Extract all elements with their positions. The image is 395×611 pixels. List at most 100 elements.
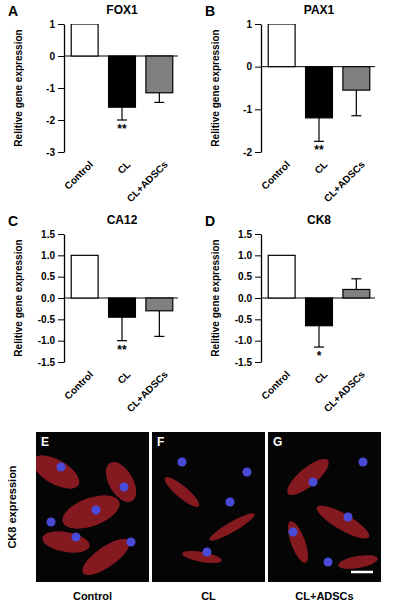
micrograph-content — [268, 432, 381, 582]
y-tick-label: -1 — [243, 104, 252, 115]
panel-letter: D — [205, 213, 215, 229]
y-tick-mark — [255, 298, 261, 299]
y-tick: -0.5 — [235, 314, 261, 325]
panel-letter: G — [273, 435, 282, 449]
bar — [146, 298, 173, 311]
bar — [306, 298, 333, 326]
nucleus — [324, 558, 333, 567]
error-cap — [351, 278, 361, 279]
y-tick-mark — [255, 362, 261, 363]
y-tick-mark — [58, 120, 64, 121]
y-tick-mark — [58, 234, 64, 235]
bar — [343, 67, 370, 90]
y-axis: -1.5-1.0-0.50.00.51.01.5 — [235, 229, 262, 368]
y-tick-label: 1.5 — [41, 229, 55, 240]
y-tick: 1 — [246, 19, 261, 30]
significance-mark: ** — [314, 143, 324, 157]
y-tick-mark — [58, 362, 64, 363]
y-tick-mark — [58, 255, 64, 256]
y-tick-label: -2 — [46, 115, 55, 126]
y-axis: -1.5-1.0-0.50.00.51.01.5 — [38, 229, 65, 368]
micrograph-background — [268, 432, 381, 582]
error-cap — [351, 115, 361, 116]
y-tick-label: -1.0 — [38, 335, 56, 346]
significance-mark: * — [317, 349, 322, 363]
x-tick-label: Control — [259, 159, 292, 192]
cell-stain — [181, 549, 222, 566]
chart-panel: AFOX1Relitive gene expression-3-2-101Con… — [8, 3, 178, 204]
y-tick: 1.0 — [41, 250, 64, 261]
micrograph: E — [27, 432, 149, 582]
y-tick-mark — [58, 277, 64, 278]
nucleus — [226, 498, 235, 507]
error-cap — [117, 340, 127, 341]
y-tick: 1.5 — [41, 229, 64, 240]
nucleus — [243, 468, 252, 477]
y-tick: -1 — [243, 104, 261, 115]
y-tick: -1.0 — [235, 335, 261, 346]
y-tick-label: 1 — [49, 19, 55, 30]
y-tick-label: -1 — [46, 83, 55, 94]
bar — [71, 24, 98, 56]
row-label: CK8 expression — [6, 465, 18, 548]
y-tick-label: -1.0 — [235, 335, 253, 346]
y-tick-mark — [255, 67, 261, 68]
y-tick-mark — [255, 234, 261, 235]
error-bar — [351, 90, 361, 116]
micrograph-content — [152, 432, 265, 582]
y-tick-mark — [58, 341, 64, 342]
y-tick: -1.0 — [38, 335, 64, 346]
bar — [306, 67, 333, 118]
y-tick-label: -2 — [243, 147, 252, 158]
x-tick-label: Control — [62, 159, 95, 192]
y-tick: 0 — [246, 61, 261, 72]
error-stem — [159, 93, 160, 103]
error-bar — [351, 279, 361, 290]
bar — [343, 289, 370, 298]
y-tick-label: -0.5 — [38, 314, 56, 325]
y-tick-mark — [58, 56, 64, 57]
x-tick-label: CL — [312, 159, 329, 176]
micrograph: G — [268, 432, 381, 582]
y-tick-label: 1.0 — [238, 250, 252, 261]
nucleus — [72, 533, 81, 542]
y-axis-title: Relitive gene expression — [13, 29, 24, 146]
plot-area — [64, 255, 178, 340]
chart-title: PAX1 — [304, 3, 335, 17]
panel-letter: B — [205, 3, 215, 19]
x-tick-label: CL — [312, 369, 329, 386]
error-stem — [159, 311, 160, 337]
bar — [71, 255, 98, 298]
micrograph-background — [152, 432, 265, 582]
nucleus — [57, 463, 66, 472]
nucleus — [344, 513, 353, 522]
cell-stain — [207, 510, 257, 545]
cell-stain — [282, 453, 333, 500]
y-tick-label: -3 — [46, 147, 55, 158]
error-stem — [318, 326, 319, 347]
error-bar — [314, 326, 324, 347]
error-cap — [314, 141, 324, 142]
micrograph-content — [36, 432, 149, 582]
cell-stain — [58, 489, 124, 536]
bar — [146, 56, 173, 93]
y-tick-mark — [58, 298, 64, 299]
x-tick-label: Control — [259, 369, 292, 402]
cell-stain — [100, 457, 143, 507]
y-tick-label: 0.5 — [238, 271, 252, 282]
cell-stain — [284, 519, 312, 565]
cell-stain — [77, 533, 134, 582]
cell-stain — [41, 528, 92, 556]
panel-letter: E — [41, 435, 49, 449]
y-tick-mark — [58, 88, 64, 89]
micrograph: F — [152, 432, 265, 582]
error-stem — [121, 107, 122, 120]
chart-panel: BPAX1Relitive gene expression-2-101Contr… — [205, 3, 375, 204]
y-tick-mark — [58, 24, 64, 25]
y-tick-mark — [255, 255, 261, 256]
micrograph-caption: CL — [201, 590, 216, 602]
y-tick-mark — [255, 319, 261, 320]
nucleus — [120, 483, 129, 492]
bar — [109, 56, 136, 107]
y-tick-label: 0 — [49, 51, 55, 62]
